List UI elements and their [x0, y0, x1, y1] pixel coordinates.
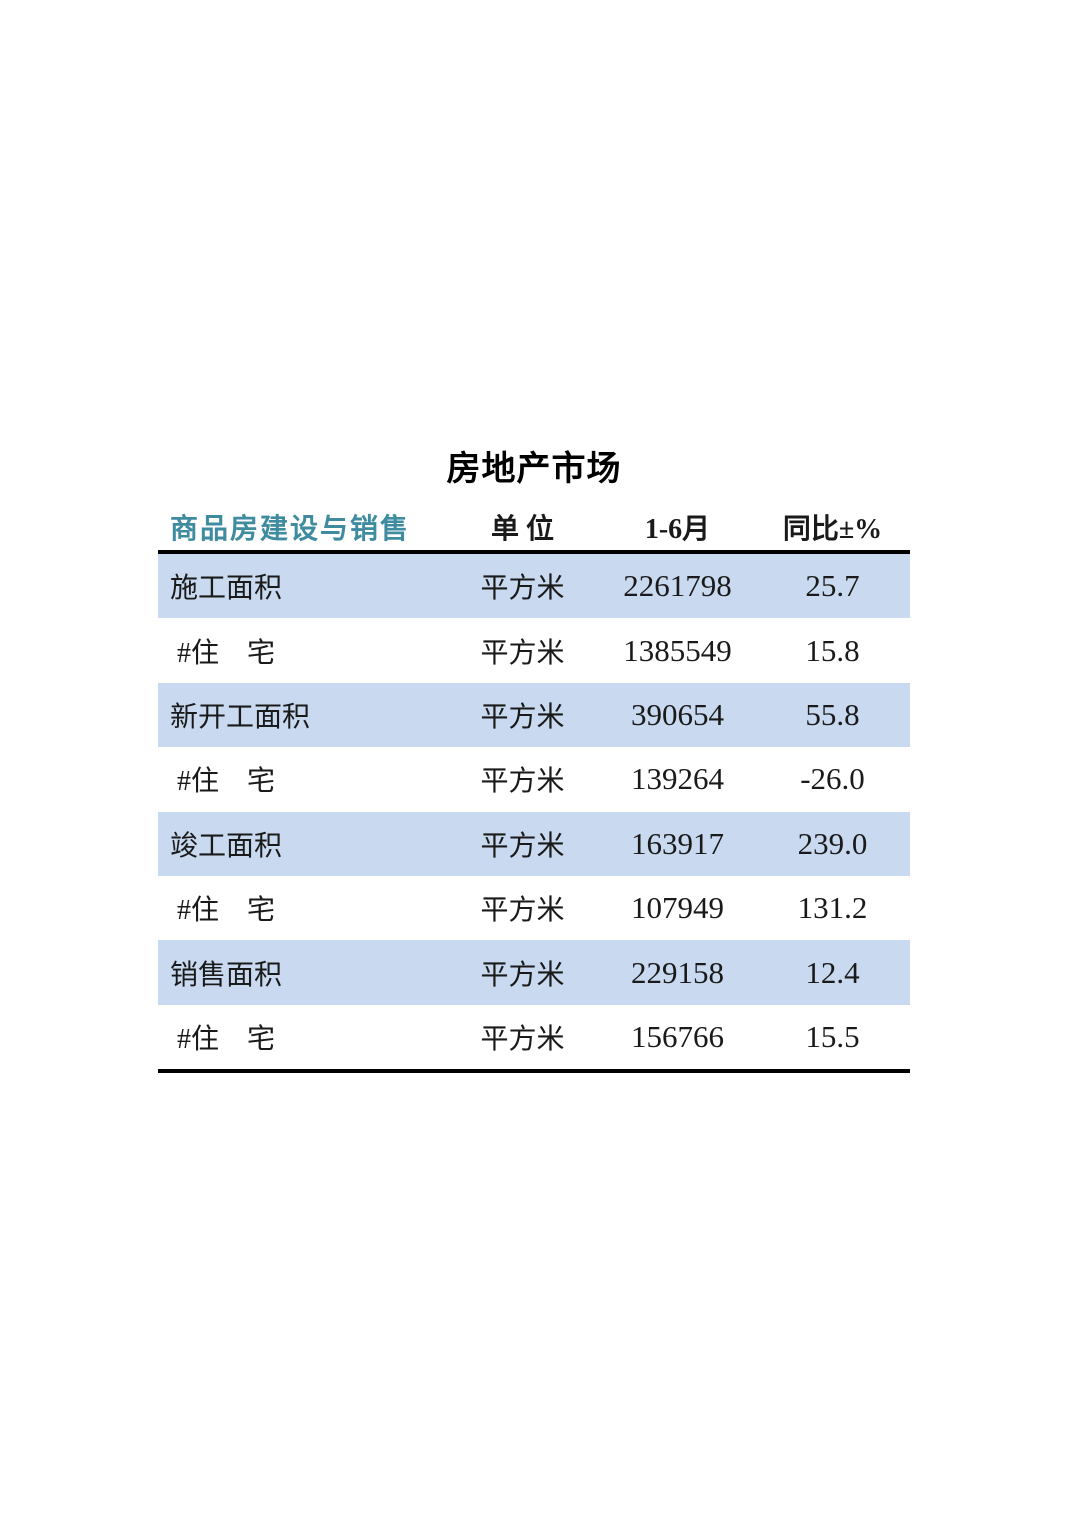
table-row: 销售面积 平方米 229158 12.4	[158, 940, 910, 1005]
row-yoy: 15.8	[805, 632, 860, 668]
row-yoy: 55.8	[805, 696, 860, 732]
table-section: 房地产市场 商品房建设与销售 单 位 1-6月 同比±% 施工面积 平方米 22…	[158, 449, 910, 1074]
row-yoy: 25.7	[805, 568, 860, 604]
row-value: 107949	[631, 890, 724, 926]
row-indicator: 新开工面积	[170, 701, 311, 733]
row-indicator: #住 宅	[170, 1023, 276, 1055]
row-yoy: 15.5	[805, 1018, 860, 1054]
row-unit: 平方米	[480, 701, 565, 733]
row-unit: 平方米	[480, 1023, 565, 1055]
row-indicator: 施工面积	[170, 573, 283, 605]
row-unit: 平方米	[480, 895, 565, 927]
row-value: 156766	[631, 1018, 724, 1054]
page-title: 房地产市场	[446, 450, 622, 488]
row-yoy: 12.4	[805, 954, 860, 990]
table-row: #住 宅 平方米 1385549 15.8	[158, 618, 910, 682]
row-value: 163917	[631, 825, 724, 861]
row-value: 1385549	[623, 632, 732, 668]
table-row: #住 宅 平方米 107949 131.2	[158, 876, 910, 940]
table-bottom-rule	[158, 1069, 910, 1074]
header-yoy: 同比±%	[782, 514, 883, 545]
table-header-row: 商品房建设与销售 单 位 1-6月 同比±%	[158, 504, 910, 554]
row-yoy: 239.0	[797, 825, 868, 861]
real-estate-table: 商品房建设与销售 单 位 1-6月 同比±% 施工面积 平方米 2261798 …	[158, 504, 910, 1074]
row-unit: 平方米	[480, 573, 565, 605]
row-value: 139264	[631, 761, 724, 797]
row-value: 229158	[631, 954, 724, 990]
table-row: #住 宅 平方米 156766 15.5	[158, 1005, 910, 1069]
row-yoy: -26.0	[800, 761, 865, 797]
header-unit: 单 位	[490, 514, 554, 545]
row-unit: 平方米	[480, 830, 565, 862]
row-indicator: #住 宅	[170, 766, 276, 798]
table-row: 施工面积 平方米 2261798 25.7	[158, 554, 910, 619]
header-indicator: 商品房建设与销售	[170, 514, 411, 545]
table-row: 新开工面积 平方米 390654 55.8	[158, 682, 910, 748]
table-body: 施工面积 平方米 2261798 25.7 #住 宅 平方米 1385549 1…	[158, 554, 910, 1069]
row-unit: 平方米	[480, 959, 565, 991]
row-indicator: #住 宅	[170, 637, 276, 669]
row-value: 2261798	[623, 568, 732, 604]
row-value: 390654	[631, 696, 724, 732]
row-unit: 平方米	[480, 766, 565, 798]
row-yoy: 131.2	[797, 890, 868, 926]
row-indicator: #住 宅	[170, 895, 276, 927]
row-indicator: 销售面积	[170, 959, 283, 991]
row-unit: 平方米	[480, 637, 565, 669]
header-period: 1-6月	[644, 514, 711, 545]
table-row: #住 宅 平方米 139264 -26.0	[158, 747, 910, 811]
table-row: 竣工面积 平方米 163917 239.0	[158, 811, 910, 876]
row-indicator: 竣工面积	[170, 830, 283, 862]
